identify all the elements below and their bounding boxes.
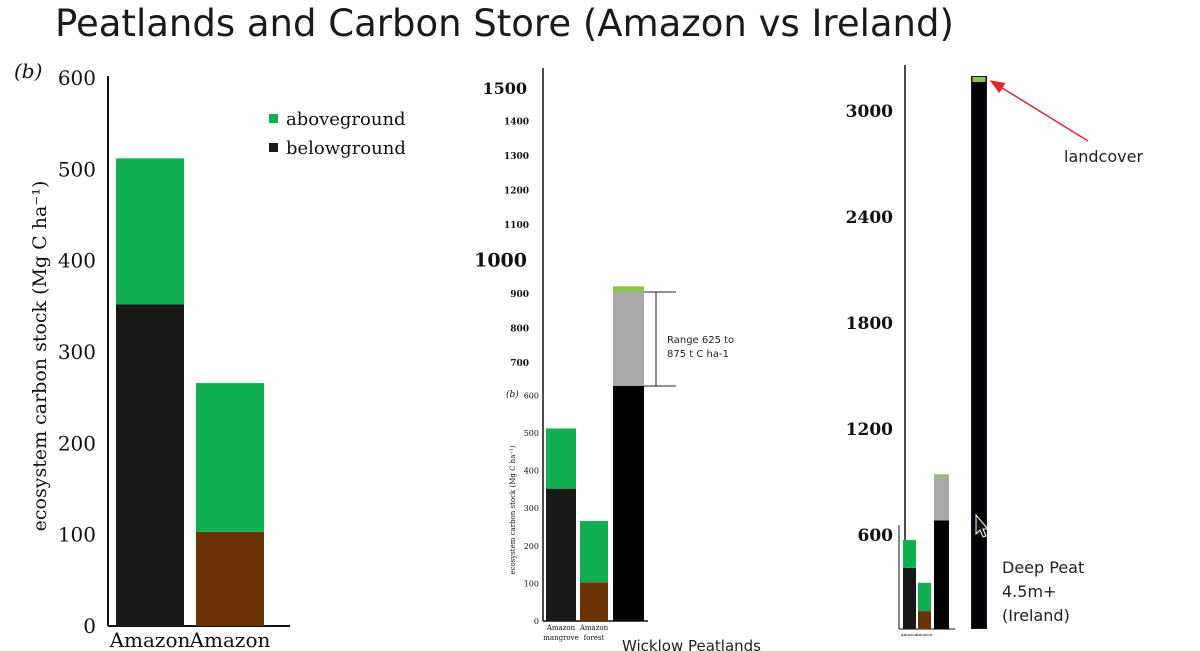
inset-y-tick-label: 0: [534, 617, 539, 626]
x-tick-label: mangrove: [543, 634, 578, 642]
bar-1-seg-0: [116, 304, 184, 626]
bar-wicklow-peatlands-seg-2: [934, 474, 949, 477]
y-tick-label: 2400: [846, 208, 893, 228]
y-tick-label: 1800: [846, 314, 893, 334]
bar-amazon-mangrove-seg-1: [903, 540, 916, 568]
mouse-cursor-icon: [975, 513, 990, 538]
y-tick-label: 1400: [504, 118, 529, 128]
x-tick-label: forest: [584, 634, 605, 642]
y-tick-label: 400: [58, 249, 96, 273]
landcover-annotation: landcover: [1064, 147, 1143, 166]
y-tick-label: 200: [58, 431, 96, 455]
slide-title: Peatlands and Carbon Store (Amazon vs Ir…: [55, 2, 954, 45]
inset-y-tick-label: 200: [524, 542, 539, 551]
legend-swatch: [269, 114, 278, 123]
y-tick-label: 300: [58, 340, 96, 364]
y-tick-label: 1300: [504, 152, 529, 162]
bar-wicklow-peatlands-seg-0: [613, 386, 644, 621]
bar-amazon-forest-seg-0: [580, 582, 608, 621]
y-axis-label: ecosystem carbon stock (Mg C ha⁻¹): [29, 181, 51, 532]
bar-wicklow-peatlands-seg-2: [613, 286, 644, 292]
panel-label: (b): [14, 59, 42, 83]
bar-deep-peat-seg-1: [972, 77, 986, 82]
bar-2-seg-1: [196, 383, 264, 532]
bar-deep-peat-seg-0: [972, 82, 986, 628]
legend-entry: aboveground: [286, 109, 406, 130]
inset-y-tick-label: 600: [524, 391, 539, 400]
y-tick-label: 1200: [504, 187, 529, 197]
panel-caption: (Ireland): [1002, 606, 1070, 625]
bar-amazon-forest-seg-0: [918, 611, 931, 629]
x-tick-label: Amazon: [546, 624, 576, 632]
panel-label: (b): [506, 389, 519, 400]
bar-amazon-forest-seg-1: [580, 520, 608, 583]
y-tick-label: 500: [58, 157, 96, 181]
bar-wicklow-peatlands-seg-1: [934, 476, 949, 521]
x-tick-label: Amazon: [109, 628, 191, 651]
legend-entry: belowground: [286, 138, 406, 159]
bar-1-seg-1: [116, 158, 184, 305]
y-tick-label: 800: [510, 325, 529, 335]
inset-y-tick-label: 100: [524, 579, 539, 588]
bar-amazon-mangrove-seg-1: [546, 428, 576, 489]
chart-panel-2: 700 800 900 1000 1100 1200 1300 1400 1500 0 100 200…: [474, 68, 761, 651]
y-tick-label: 900: [510, 290, 529, 300]
inset-y-tick-label: 400: [524, 467, 539, 476]
bar-wicklow-peatlands-seg-0: [934, 520, 949, 629]
range-annotation-text: Range 625 to: [667, 335, 734, 346]
bar-amazon-mangrove-seg-0: [546, 488, 576, 621]
y-tick-label: 1000: [474, 250, 527, 272]
y-tick-label: 1200: [846, 420, 893, 440]
bar-2-seg-0: [196, 531, 264, 626]
panel-caption: Deep Peat: [1002, 558, 1084, 577]
x-tick-label: Amazon: [579, 624, 609, 632]
chart-panel-1: 0 100 200 300 400 500 600 (b) ecosystem carbon s…: [14, 59, 406, 651]
bar-amazon-forest-seg-1: [918, 582, 931, 612]
y-tick-label: 3000: [846, 102, 893, 122]
legend-swatch: [269, 143, 278, 152]
y-tick-label: 700: [510, 359, 529, 369]
range-annotation-text: 875 t C ha-1: [667, 349, 729, 360]
panel-caption: 4.5m+: [1002, 582, 1056, 601]
y-tick-label: 100: [58, 523, 96, 547]
panel-caption: Wicklow Peatlands: [622, 637, 761, 651]
x-tick-label: Amazon: [189, 628, 271, 651]
y-tick-label: 0: [83, 614, 96, 638]
inset-x-tick-label: Amazon: [915, 632, 933, 637]
landcover-arrow: [989, 80, 1089, 142]
y-tick-label: 1500: [482, 79, 527, 98]
y-axis-label: ecosystem carbon stock (Mg C ha⁻¹): [509, 445, 517, 574]
inset-y-tick-label: 300: [524, 504, 539, 513]
inset-x-tick-label: Amazon: [900, 632, 918, 637]
bar-amazon-mangrove-seg-0: [903, 567, 916, 629]
bar-wicklow-peatlands-seg-1: [613, 292, 644, 386]
inset-y-tick-label: 500: [524, 429, 539, 438]
y-tick-label: 1100: [504, 221, 529, 231]
y-tick-label: 600: [858, 526, 894, 546]
y-tick-label: 600: [58, 66, 96, 90]
